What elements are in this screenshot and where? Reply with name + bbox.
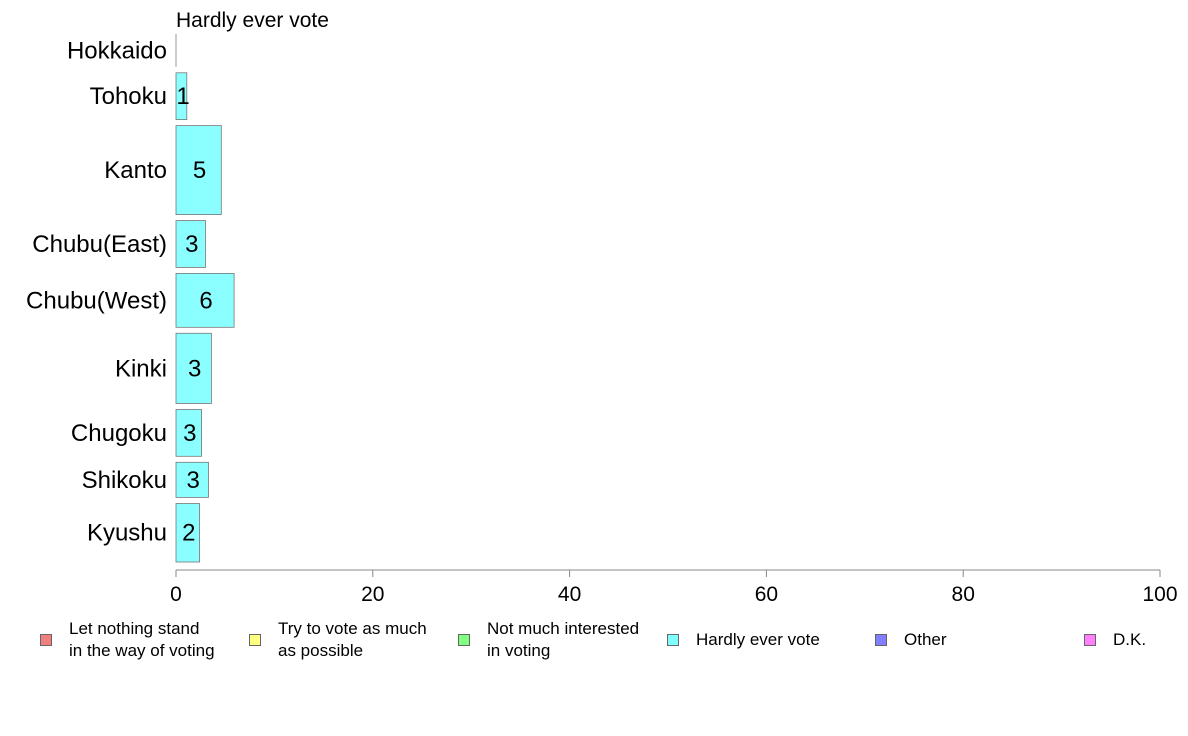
data-label: 6 xyxy=(199,287,212,314)
bar-chubu-west xyxy=(175,272,235,328)
category-label: Chubu(West) xyxy=(26,287,167,314)
bar-kyushu xyxy=(175,503,201,563)
category-label: Chugoku xyxy=(71,420,167,447)
bar-kanto xyxy=(175,125,222,215)
legend-label: Other xyxy=(904,630,947,649)
x-tick-label: 20 xyxy=(361,583,384,606)
category-label: Kanto xyxy=(104,157,167,184)
legend-item-other: Other xyxy=(875,618,947,651)
category-label: Kyushu xyxy=(87,520,167,547)
bar-shikoku xyxy=(175,461,209,498)
category-label: Tohoku xyxy=(90,83,167,110)
data-label: 3 xyxy=(183,420,196,447)
legend-label: Hardly ever vote xyxy=(696,630,820,649)
chart-title: Hardly ever vote xyxy=(176,9,329,32)
legend-swatch xyxy=(667,634,679,646)
category-label: Shikoku xyxy=(82,467,167,494)
legend-swatch xyxy=(249,634,261,646)
data-label: 3 xyxy=(187,467,200,494)
legend-swatch xyxy=(1084,634,1096,646)
legend-item-hardly-ever-vote: Hardly ever vote xyxy=(667,618,820,651)
legend-label: Not much interested in voting xyxy=(487,619,640,660)
x-axis: 0 20 40 60 80 100 xyxy=(170,569,1178,606)
bar-chugoku xyxy=(175,409,203,457)
bar-tohoku xyxy=(175,72,188,121)
data-label: 5 xyxy=(193,157,206,184)
x-tick-label: 0 xyxy=(170,583,182,606)
category-label: Kinki xyxy=(115,355,167,382)
data-label: 3 xyxy=(185,231,198,258)
legend-swatch xyxy=(40,634,52,646)
category-label: Hokkaido xyxy=(67,37,167,64)
bars-layer: Hokkaido Tohoku 1 Kanto 5 Chubu(East) 3 Chubu(W… xyxy=(26,34,235,563)
bar-kinki xyxy=(175,332,212,404)
bar-chubu-east xyxy=(175,220,206,268)
legend-label: Try to vote as much as possible xyxy=(278,619,427,660)
legend-item-dk: D.K. xyxy=(1084,618,1146,651)
legend: Let nothing stand in the way of voting T… xyxy=(0,618,1188,678)
data-label: 1 xyxy=(176,83,189,110)
x-tick-label: 80 xyxy=(952,583,975,606)
legend-item-try-to-vote: Try to vote as much as possible xyxy=(249,618,427,662)
bar-chart: Hardly ever vote Hokkaido Tohoku 1 Kanto 5 Ch… xyxy=(26,9,1178,606)
legend-item-not-much-interested: Not much interested in voting xyxy=(458,618,639,662)
data-label: 3 xyxy=(188,355,201,382)
x-tick-label: 100 xyxy=(1142,583,1177,606)
legend-item-let-nothing-stand: Let nothing stand in the way of voting xyxy=(40,618,215,662)
category-label: Chubu(East) xyxy=(32,231,167,258)
legend-swatch xyxy=(875,634,887,646)
x-tick-label: 60 xyxy=(755,583,778,606)
x-tick-label: 40 xyxy=(558,583,581,606)
legend-label: D.K. xyxy=(1113,630,1147,649)
data-label: 2 xyxy=(182,520,195,547)
legend-swatch xyxy=(458,634,470,646)
legend-label: Let nothing stand in the way of voting xyxy=(69,619,215,660)
